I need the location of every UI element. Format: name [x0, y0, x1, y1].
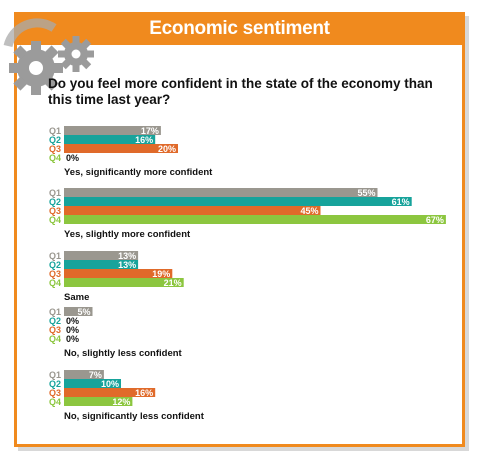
series-label: Q4 [49, 334, 61, 344]
bar [64, 144, 178, 153]
data-label: 13% [118, 251, 136, 261]
data-label: 16% [135, 135, 153, 145]
series-label: Q2 [49, 260, 61, 270]
series-label: Q1 [49, 251, 61, 261]
data-label: 67% [426, 215, 444, 225]
series-label: Q4 [49, 215, 61, 225]
group-label: No, significantly less confident [64, 411, 205, 422]
header-bar: Economic sentiment [17, 15, 462, 45]
series-label: Q2 [49, 316, 61, 326]
series-label: Q1 [49, 188, 61, 198]
bar [64, 206, 321, 215]
data-label: 20% [158, 144, 176, 154]
bar [64, 251, 139, 260]
series-label: Q3 [49, 269, 61, 279]
frame-shadow-right [465, 16, 469, 451]
bar [64, 135, 156, 144]
data-label: 12% [112, 397, 130, 407]
series-label: Q2 [49, 135, 61, 145]
data-label: 61% [392, 197, 410, 207]
series-label: Q3 [49, 206, 61, 216]
bar [64, 379, 121, 388]
data-label: 45% [300, 206, 318, 216]
group-label: Yes, slightly more confident [64, 229, 191, 240]
series-label: Q2 [49, 379, 61, 389]
bar [64, 370, 104, 379]
data-label: 0% [66, 325, 79, 335]
data-label: 55% [357, 188, 375, 198]
series-label: Q4 [49, 397, 61, 407]
data-label: 21% [164, 278, 182, 288]
data-label: 0% [66, 334, 79, 344]
bar [64, 215, 446, 224]
series-label: Q2 [49, 197, 61, 207]
bar [64, 126, 161, 135]
bar [64, 260, 139, 269]
series-label: Q4 [49, 153, 61, 163]
bar [64, 269, 173, 278]
group-label: Same [64, 292, 89, 303]
data-label: 13% [118, 260, 136, 270]
bar [64, 188, 378, 197]
frame-shadow-bottom [18, 447, 469, 451]
question-text: Do you feel more confident in the state … [48, 76, 433, 107]
chart-panel: Economic sentiment [14, 12, 465, 447]
group-label: No, slightly less confident [64, 348, 183, 359]
data-label: 0% [66, 153, 79, 163]
series-label: Q3 [49, 388, 61, 398]
data-label: 5% [77, 307, 90, 317]
data-label: 19% [152, 269, 170, 279]
series-label: Q3 [49, 144, 61, 154]
data-label: 17% [141, 126, 159, 136]
data-label: 0% [66, 316, 79, 326]
data-label: 10% [101, 379, 119, 389]
bar [64, 397, 133, 406]
bar [64, 197, 412, 206]
bar [64, 388, 156, 397]
series-label: Q1 [49, 370, 61, 380]
bar [64, 278, 184, 287]
gears-icon [3, 18, 94, 95]
chart-title: Economic sentiment [149, 18, 330, 39]
data-label: 16% [135, 388, 153, 398]
group-label: Yes, significantly more confident [64, 167, 213, 178]
data-label: 7% [89, 370, 102, 380]
series-label: Q4 [49, 278, 61, 288]
series-label: Q1 [49, 126, 61, 136]
series-label: Q1 [49, 307, 61, 317]
bar [64, 307, 93, 316]
series-label: Q3 [49, 325, 61, 335]
